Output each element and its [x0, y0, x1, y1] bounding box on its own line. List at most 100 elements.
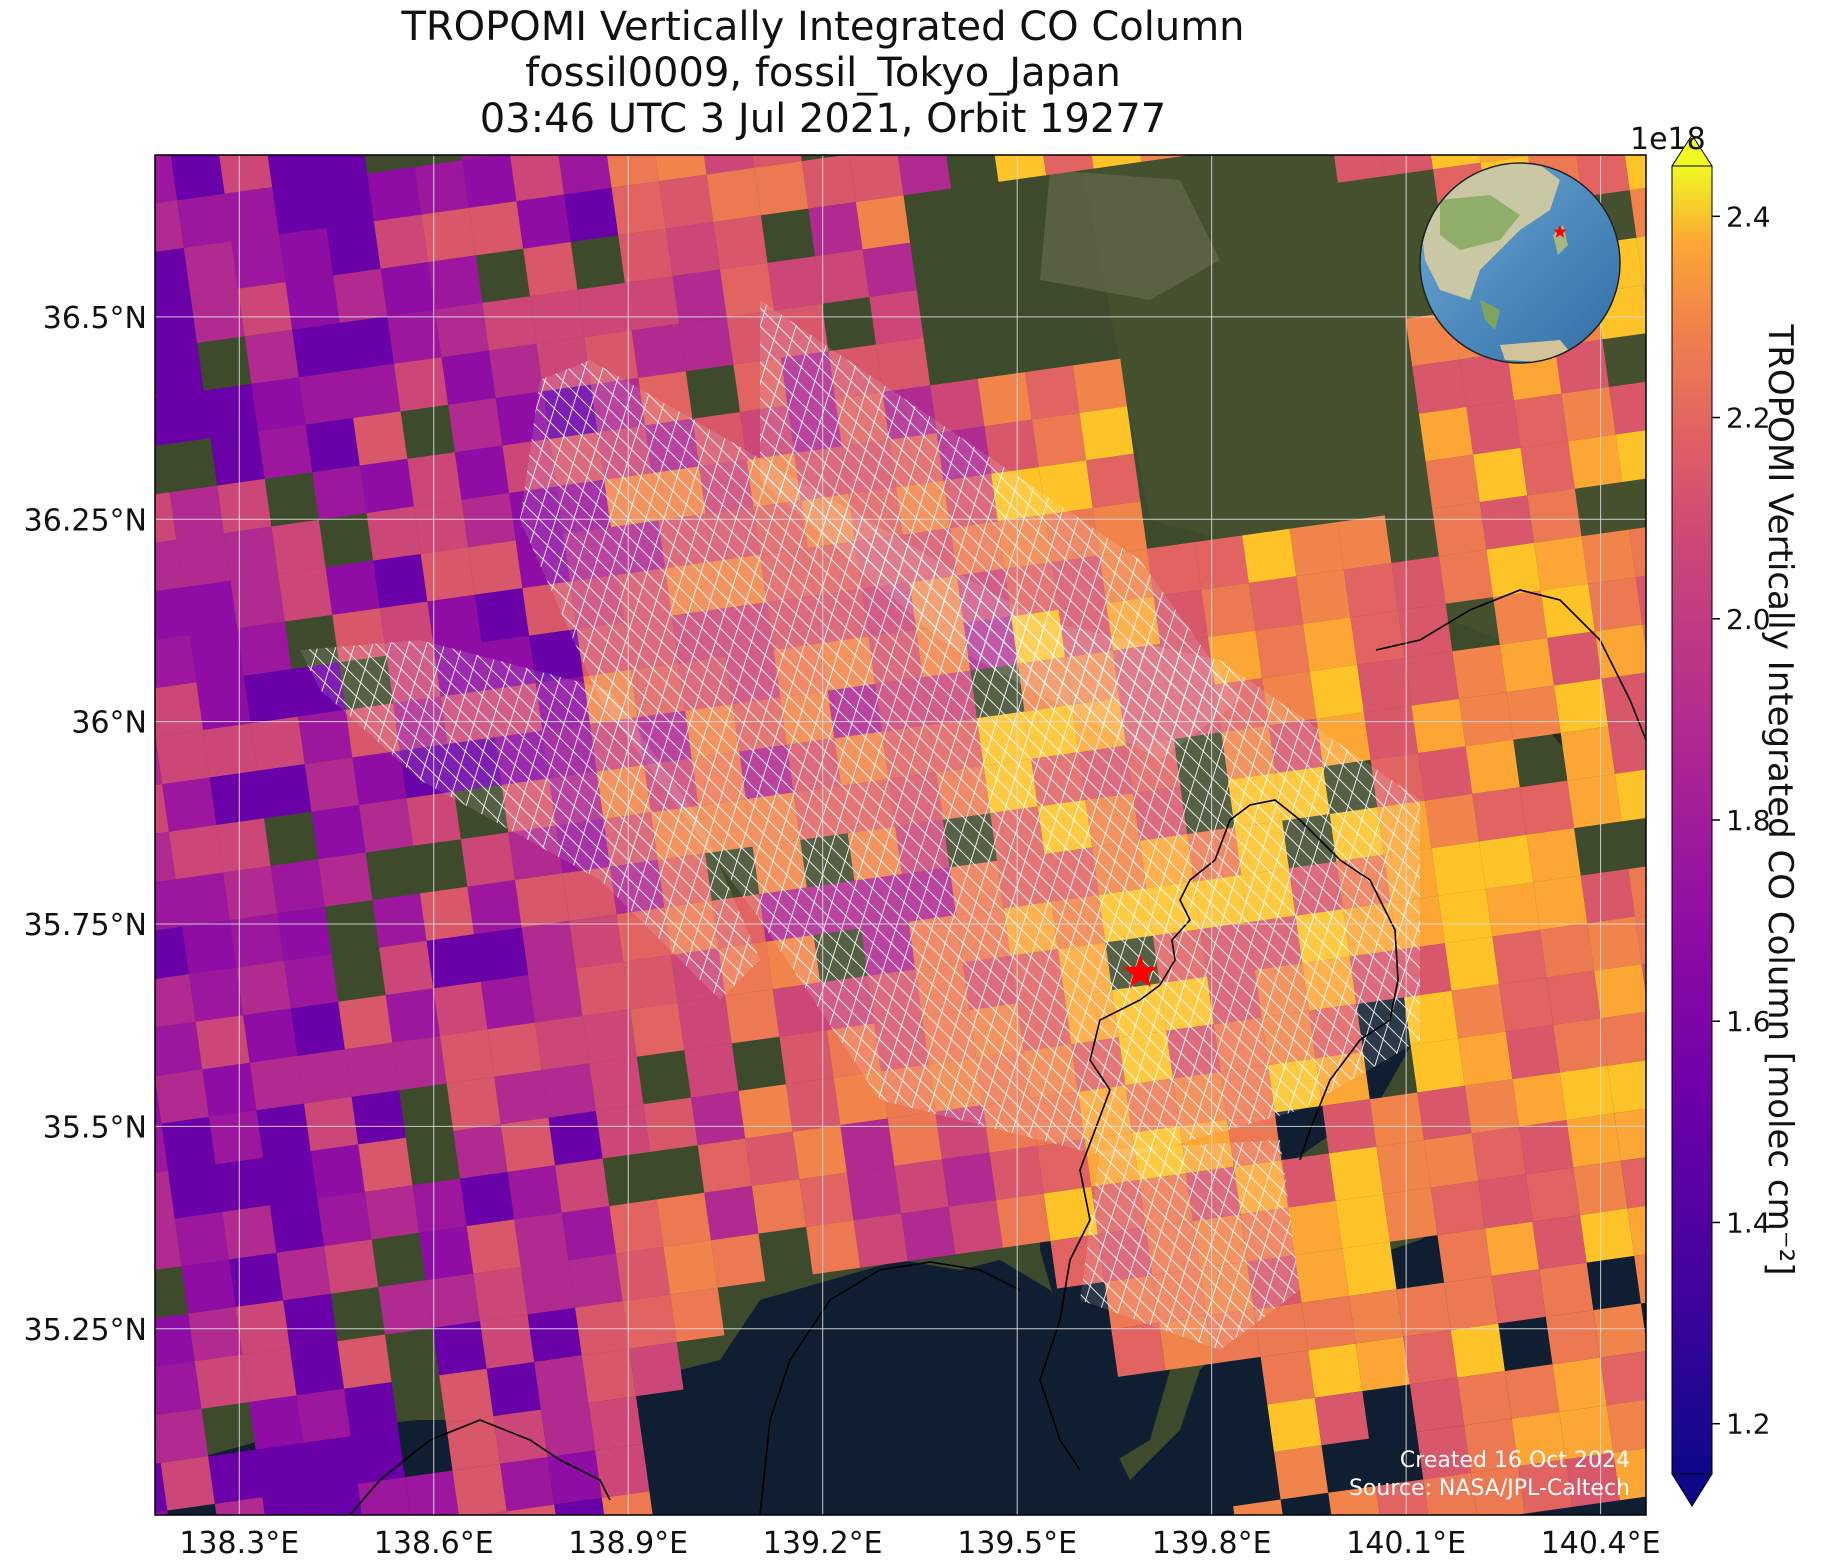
co-pixel [1613, 1448, 1646, 1501]
co-pixel [534, 1355, 589, 1410]
co-pixel [258, 424, 313, 479]
co-pixel [1092, 840, 1147, 895]
co-pixel [1011, 609, 1066, 664]
co-pixel [420, 547, 475, 602]
longitude-tick: 139.5°E [957, 1526, 1077, 1560]
co-pixel [1568, 434, 1623, 489]
co-pixel [1337, 515, 1392, 570]
co-pixel [1057, 942, 1113, 997]
co-pixel [474, 588, 530, 643]
co-pixel [223, 865, 278, 921]
co-pixel [514, 1212, 569, 1267]
co-pixel [312, 465, 367, 520]
co-pixel [1086, 453, 1141, 508]
co-pixel [1010, 949, 1065, 1004]
co-pixel [1635, 914, 1646, 964]
co-pixel [278, 567, 333, 622]
co-pixel [901, 1206, 956, 1262]
longitude-tick: 138.6°E [374, 1526, 494, 1560]
co-pixel [704, 1186, 759, 1241]
co-pixel [1167, 684, 1222, 739]
co-pixel [1540, 583, 1595, 638]
co-pixel [487, 1022, 542, 1077]
co-pixel [691, 751, 746, 806]
co-pixel [219, 155, 273, 194]
graticule [155, 155, 1646, 1515]
co-pixel [230, 574, 285, 629]
co-pixel [1363, 705, 1419, 760]
co-pixel [175, 872, 230, 927]
co-pixel [1457, 1371, 1512, 1426]
co-pixel [284, 954, 339, 1009]
co-pixel [1044, 847, 1099, 902]
co-pixel [733, 357, 788, 413]
co-pixel [155, 1313, 195, 1367]
co-pixel [155, 1408, 209, 1463]
created-date-credit: Created 16 Oct 2024 [1399, 1448, 1630, 1473]
co-pixel [1587, 916, 1642, 971]
co-pixel [760, 548, 815, 603]
co-pixel [309, 1483, 362, 1515]
co-pixel [542, 724, 597, 779]
co-pixel [155, 879, 183, 931]
co-pixel [311, 805, 366, 860]
latitude-tick: 35.25°N [24, 1313, 147, 1348]
co-pixel [155, 682, 204, 737]
co-pixel [589, 1056, 644, 1111]
co-pixel [509, 486, 564, 541]
co-pixel [419, 886, 475, 941]
co-pixel [243, 1008, 298, 1063]
chart-subtitle-target: fossil0009, fossil_Tokyo_Japan [525, 50, 1121, 96]
co-pixel [1207, 630, 1263, 685]
co-pixel [434, 302, 489, 358]
co-pixel [434, 642, 489, 697]
co-pixel [1158, 1316, 1214, 1371]
co-pixel [1349, 949, 1404, 1005]
co-pixel [1343, 902, 1398, 957]
colorbar-tick-label: 1.4 [1726, 1206, 1771, 1239]
co-pixel [494, 1070, 549, 1125]
co-pixel [1079, 406, 1134, 461]
co-pixel [862, 242, 917, 297]
kasumigaura-shore [1375, 589, 1646, 741]
latitude-tick: 36.5°N [43, 301, 147, 336]
chart-subtitle-time: 03:46 UTC 3 Jul 2021, Orbit 19277 [479, 96, 1167, 142]
co-pixel [561, 1206, 616, 1261]
co-pixel [1506, 685, 1561, 740]
co-pixel [373, 214, 429, 269]
co-pixel [1058, 603, 1113, 658]
co-pixel [155, 634, 197, 689]
co-pixel [1504, 1364, 1560, 1419]
co-pixel [963, 616, 1018, 671]
co-pixel [160, 1456, 215, 1511]
co-pixel [520, 1260, 576, 1315]
co-pixel [251, 377, 306, 432]
co-pixel [304, 1096, 359, 1152]
co-pixel [222, 1205, 277, 1260]
co-pixel [305, 418, 360, 473]
co-pixel [814, 588, 869, 644]
co-pixel [1289, 522, 1344, 577]
co-pixel [1261, 1010, 1316, 1065]
co-pixel [480, 1314, 535, 1369]
co-pixel [161, 1116, 216, 1172]
co-pixel [1554, 339, 1609, 394]
longitude-tick: 139.2°E [763, 1526, 883, 1560]
co-pixel [155, 1077, 162, 1125]
co-pixel [155, 1463, 168, 1513]
co-pixel [447, 737, 502, 792]
co-pixel [1119, 691, 1174, 746]
co-pixel [942, 1152, 997, 1207]
co-pixel [318, 852, 373, 907]
co-pixel [1098, 888, 1153, 943]
co-pixel [387, 309, 442, 364]
co-pixel [1267, 1397, 1322, 1452]
co-pixel [725, 649, 781, 704]
co-pixel [569, 914, 624, 969]
co-pixel [155, 539, 183, 592]
co-pixel [1620, 1157, 1646, 1209]
latitude-tick-labels: 36.5°N 36.25°N 36°N 35.75°N 35.5°N 35.25°N [24, 301, 147, 1348]
co-pixel [929, 718, 984, 773]
latitude-tick: 35.75°N [24, 908, 147, 943]
co-pixel [984, 419, 1039, 474]
